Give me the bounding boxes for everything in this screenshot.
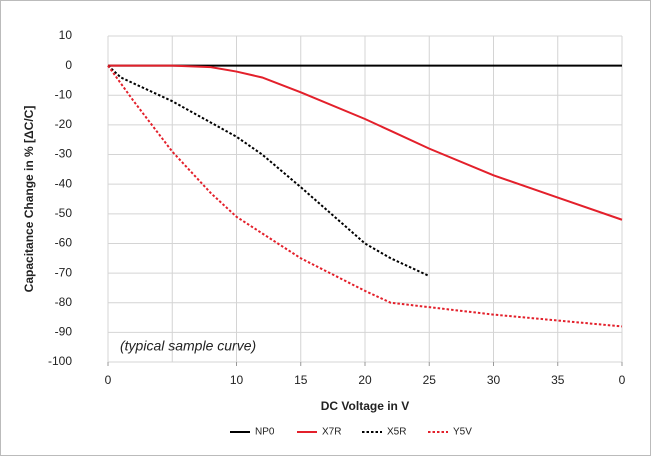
y-tick-label: -90	[55, 325, 73, 339]
grid	[107, 35, 623, 363]
legend-label: Y5V	[453, 427, 472, 438]
y-tick-label: 0	[65, 58, 72, 72]
legend-label: X5R	[387, 427, 406, 438]
series-line	[108, 64, 623, 221]
legend-label: NP0	[255, 427, 275, 438]
y-tick-label: -60	[55, 236, 73, 250]
annotation: (typical sample curve)	[120, 338, 256, 354]
series-line	[107, 65, 623, 328]
y-tick-label: -10	[55, 87, 73, 101]
series-line	[107, 64, 430, 277]
y-tick-label: -40	[55, 176, 73, 190]
lines	[107, 64, 623, 328]
x-axis-title: DC Voltage in V	[321, 399, 409, 413]
legend-label: X7R	[322, 427, 341, 438]
y-tick-label: -100	[48, 354, 72, 368]
x-tick-label: 0	[105, 373, 112, 387]
x-tick-label: 15	[294, 373, 308, 387]
x-tick-label: 35	[551, 373, 565, 387]
y-tick-label: -30	[55, 147, 73, 161]
x-tick-label: 10	[230, 373, 244, 387]
x-tick-label: 25	[423, 373, 437, 387]
y-axis-title: Capacitance Change in % [ΔC/C]	[22, 106, 36, 293]
x-tick-label: 20	[358, 373, 372, 387]
y-tick-label: -50	[55, 206, 73, 220]
y-tick-label: -80	[55, 295, 73, 309]
y-tick-label: -70	[55, 265, 73, 279]
x-tick-label: 0	[619, 373, 626, 387]
y-tick-label: -20	[55, 117, 73, 131]
x-tick-label: 30	[487, 373, 501, 387]
y-tick-label: 10	[59, 28, 73, 42]
